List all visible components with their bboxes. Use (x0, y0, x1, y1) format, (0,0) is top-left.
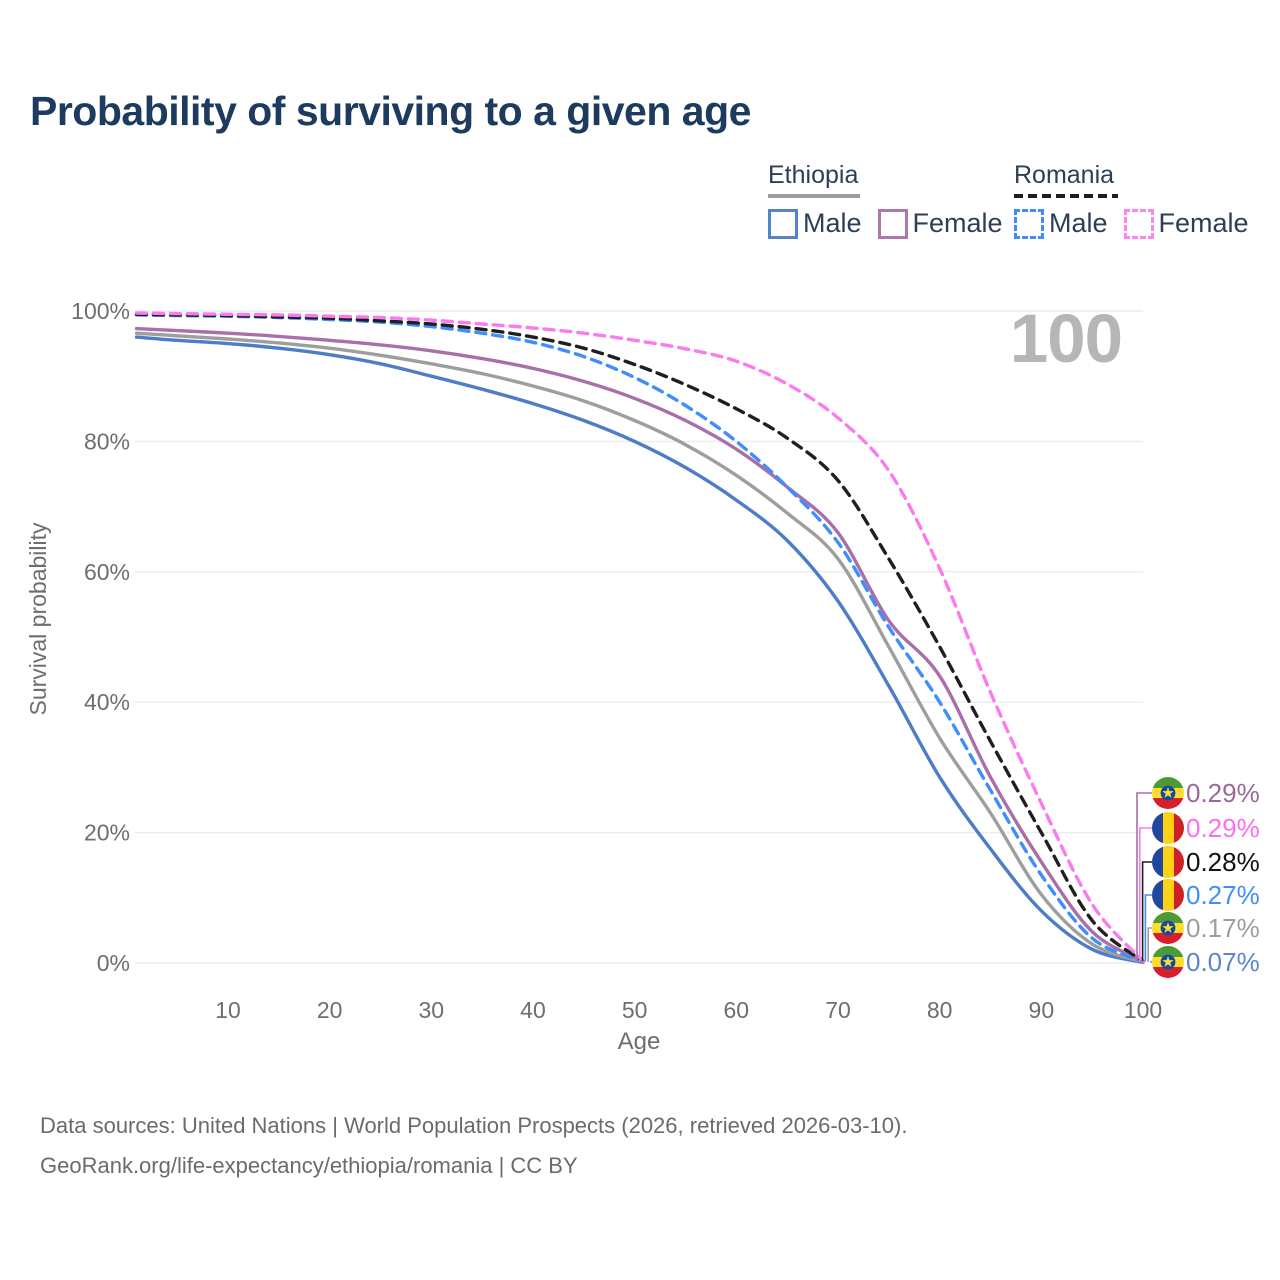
ethiopia-female-curve[interactable] (134, 326, 1145, 963)
y-tick-label: 0% (97, 950, 130, 976)
x-axis-title: Age (618, 1028, 661, 1055)
label-connector-line (1141, 861, 1152, 962)
ethiopia-female-end-value-label: 0.29% (1186, 778, 1260, 808)
label-connector-line (1150, 961, 1152, 963)
x-tick-label: 30 (419, 997, 445, 1023)
y-axis-title: Survival probability (25, 522, 51, 716)
label-connector-line (1136, 792, 1152, 962)
romania-female-end-value-label: 0.29% (1186, 813, 1260, 843)
x-tick-label: 60 (724, 997, 750, 1023)
x-tick-label: 70 (825, 997, 851, 1023)
x-tick-label: 50 (622, 997, 648, 1023)
checkbox-icon[interactable] (1014, 208, 1044, 239)
label-connector-line (1147, 927, 1152, 962)
x-tick-label: 40 (520, 997, 546, 1023)
ethiopia-flag-icon (1152, 777, 1184, 809)
y-tick-label: 60% (84, 559, 130, 585)
x-tick-label: 90 (1029, 997, 1055, 1023)
romania-flag-icon (1152, 879, 1184, 911)
legend-item-ethiopia-female[interactable]: Female (877, 208, 1003, 239)
x-tick-label: 80 (927, 997, 953, 1023)
romania-flag-icon (1152, 812, 1184, 844)
y-tick-label: 20% (84, 820, 130, 846)
ethiopia-flag-icon (1152, 946, 1184, 978)
ethiopia-both-sexes-end-value-label: 0.17% (1186, 913, 1260, 943)
y-tick-label: 80% (84, 428, 130, 454)
legend-group-ethiopia: Ethiopia Male Female (768, 161, 1019, 239)
romania-both-sexes-curve[interactable] (134, 312, 1145, 963)
page-title: Probability of surviving to a given age (30, 88, 751, 134)
ethiopia-both-sexes-curve[interactable] (134, 331, 1145, 964)
checkbox-icon[interactable] (877, 208, 908, 239)
legend-item-label: Male (803, 208, 862, 238)
legend-item-romania-male[interactable]: Male (1014, 208, 1108, 239)
data-sources-text: Data sources: United Nations | World Pop… (40, 1113, 908, 1138)
checkbox-icon[interactable] (768, 208, 798, 239)
legend-underline-romania (1014, 194, 1118, 198)
ethiopia-flag-icon (1152, 912, 1184, 944)
romania-both-sexes-end-value-label: 0.28% (1186, 847, 1260, 877)
romania-male-curve[interactable] (134, 313, 1145, 963)
checkbox-icon[interactable] (1123, 208, 1154, 239)
legend-group-romania: Romania Male Female (1014, 161, 1265, 239)
ethiopia-male-curve[interactable] (134, 335, 1145, 965)
legend-country-ethiopia: Ethiopia (768, 161, 859, 189)
label-connector-line (1139, 827, 1152, 962)
legend-underline-ethiopia (768, 194, 860, 198)
ethiopia-male-end-value-label: 0.07% (1186, 947, 1260, 977)
age-counter-watermark: 100 (1010, 300, 1122, 377)
label-connector-line (1144, 894, 1152, 962)
footer: Data sources: United Nations | World Pop… (40, 1106, 907, 1186)
y-tick-label: 40% (84, 689, 130, 715)
legend-item-romania-female[interactable]: Female (1123, 208, 1249, 239)
x-tick-label: 20 (317, 997, 343, 1023)
x-tick-label: 100 (1124, 997, 1162, 1023)
romania-male-end-value-label: 0.27% (1186, 880, 1260, 910)
legend-item-label: Female (912, 208, 1003, 238)
romania-flag-icon (1152, 846, 1184, 878)
legend-item-ethiopia-male[interactable]: Male (768, 208, 862, 239)
attribution-text: GeoRank.org/life-expectancy/ethiopia/rom… (40, 1153, 578, 1178)
legend-item-label: Male (1049, 208, 1108, 238)
legend-item-label: Female (1158, 208, 1249, 238)
x-tick-label: 10 (215, 997, 241, 1023)
romania-female-curve[interactable] (134, 311, 1145, 963)
y-tick-label: 100% (71, 298, 130, 324)
legend-country-romania: Romania (1014, 161, 1115, 189)
